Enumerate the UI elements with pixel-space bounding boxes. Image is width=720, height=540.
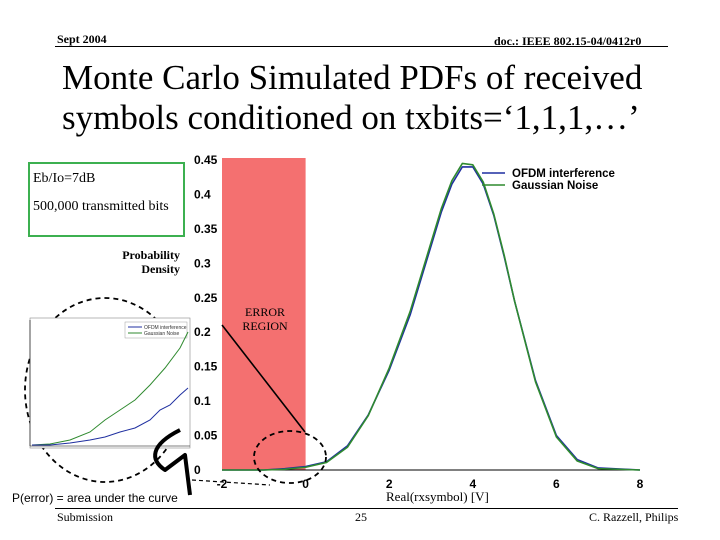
tail-highlight-circle [253, 430, 327, 484]
connector-line-lower [191, 479, 271, 486]
x-tick-label: 8 [637, 477, 644, 491]
x-tick-label: 6 [553, 477, 560, 491]
y-tick-label: 0.1 [194, 394, 211, 408]
y-axis-label: Probability Density [122, 248, 180, 276]
footer-author: C. Razzell, Philips [589, 510, 679, 524]
perror-caption: P(error) = area under the curve [12, 491, 178, 505]
y-tick-label: 0.25 [194, 291, 218, 305]
params-box: Eb/Io=7dB 500,000 transmitted bits [28, 162, 185, 237]
inset-plot: OFDM interference Gaussian Noise [24, 297, 191, 483]
x-tick-label: 2 [386, 477, 393, 491]
footer-page-number: 25 [355, 510, 367, 524]
header-date: Sept 2004 [57, 32, 107, 46]
x-tick-label: 0 [302, 477, 309, 491]
x-axis-label: Real(rxsymbol) [V] [386, 489, 489, 504]
slide-title: Monte Carlo Simulated PDFs of received s… [62, 58, 643, 137]
footer-submission: Submission [57, 510, 114, 524]
header-divider [55, 46, 668, 47]
x-tick-label: 4 [469, 477, 476, 491]
ebio-label: Eb/Io=7dB [33, 171, 96, 186]
y-tick-label: 0.35 [194, 222, 218, 236]
header-doc-id: doc.: IEEE 802.15-04/0412r0 [494, 34, 642, 48]
y-tick-label: 0.3 [194, 256, 211, 270]
inset-legend-ofdm: OFDM interference [144, 325, 187, 331]
error-region-label: ERROR REGION [242, 305, 288, 333]
inset-legend-gaussian: Gaussian Noise [144, 331, 180, 337]
y-tick-label: 0.15 [194, 360, 218, 374]
series-line-gaussian [222, 162, 641, 471]
y-tick-label: 0 [194, 463, 201, 477]
legend-label: Gaussian Noise [512, 180, 598, 192]
lightning-arrow [153, 428, 192, 496]
series-lines [222, 162, 641, 471]
bits-label: 500,000 transmitted bits [33, 199, 169, 214]
legend-label: OFDM interference [512, 168, 615, 180]
error-region [222, 158, 306, 470]
y-tick-label: 0.05 [194, 429, 218, 443]
axis-ticks: -2 0 2 4 6 8 0 0.05 0.1 0.15 0.2 0.25 0.3 0.35 0.4 0.45 [194, 153, 644, 491]
x-tick-label: -2 [217, 477, 228, 491]
connector-line-upper [221, 324, 306, 433]
y-tick-label: 0.2 [194, 325, 211, 339]
y-tick-label: 0.45 [194, 153, 218, 167]
footer-divider [55, 508, 678, 509]
y-tick-label: 0.4 [194, 187, 211, 201]
